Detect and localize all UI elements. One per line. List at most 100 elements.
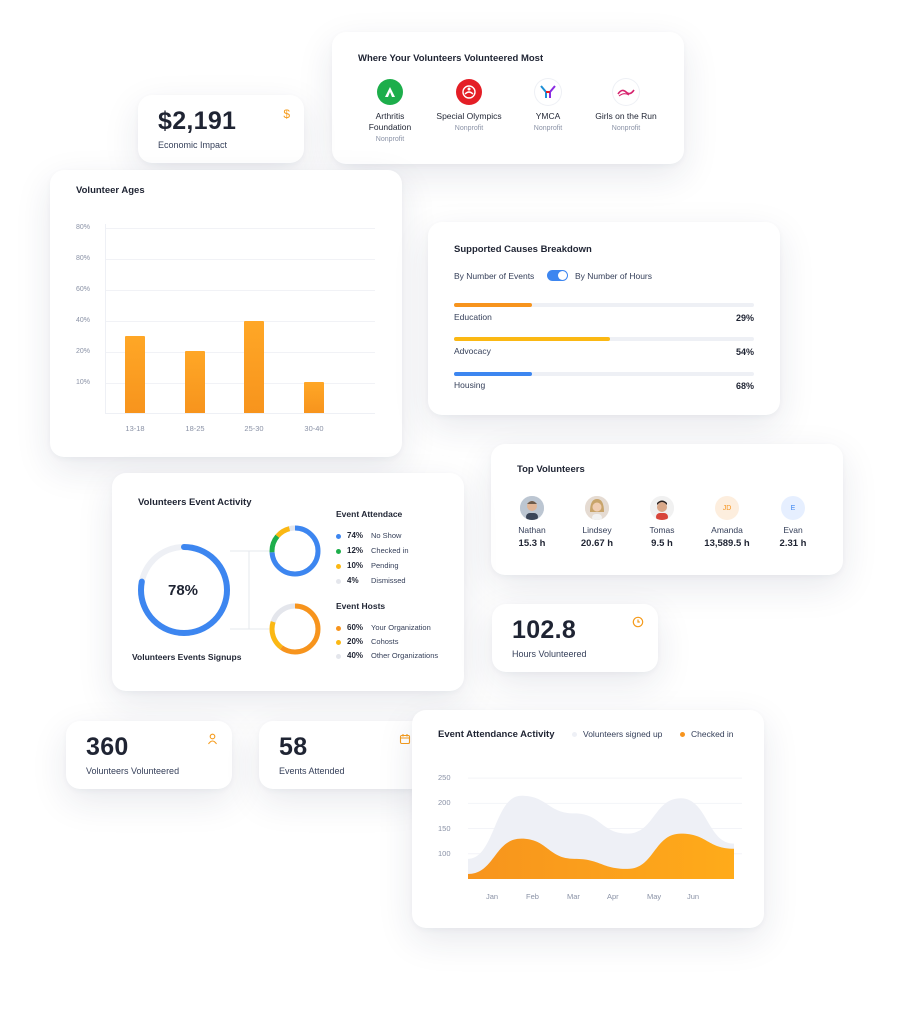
clock-icon	[632, 616, 644, 631]
avatar	[520, 496, 544, 520]
org-type: Nonprofit	[611, 125, 641, 132]
volunteer-nathan[interactable]: Nathan 15.3 h	[502, 496, 562, 549]
legend-pct: 60%	[347, 623, 364, 632]
grid-line	[105, 228, 375, 229]
volunteer-name: Tomas	[649, 525, 675, 535]
legend-dot	[572, 732, 577, 738]
legend-dot	[336, 625, 341, 631]
legend-label: Pending	[371, 561, 399, 570]
ymca-logo	[535, 79, 561, 105]
legend-pct: 40%	[347, 651, 364, 660]
hosts-title: Event Hosts	[336, 601, 386, 611]
legend-item: Volunteers signed up	[572, 729, 662, 739]
x-tick-label: Apr	[607, 892, 619, 901]
org-ymca[interactable]: YMCA Nonprofit	[506, 79, 590, 132]
signups-ring-fill	[138, 544, 230, 636]
legend-dot	[336, 653, 341, 659]
where-volunteered-card: Where Your Volunteers Volunteered Most A…	[332, 32, 684, 164]
toggle-right-label[interactable]: By Number of Hours	[575, 271, 652, 281]
legend-dot	[680, 732, 685, 738]
legend-item: Checked in	[680, 729, 734, 739]
toggle-left-label[interactable]: By Number of Events	[454, 271, 535, 281]
top-volunteers-card: Top Volunteers Nathan 15.3 h Lindsey 20.…	[491, 444, 843, 575]
attendance-donut-segment	[269, 525, 321, 577]
calendar-icon	[399, 733, 411, 748]
legend-pct: 20%	[347, 637, 364, 646]
card-title: Event Attendance Activity	[438, 729, 555, 740]
legend-label: No Show	[371, 531, 402, 540]
hours-volunteered-label: Hours Volunteered	[512, 649, 587, 659]
y-tick-label: 20%	[76, 348, 91, 355]
economic-impact-label: Economic Impact	[158, 140, 228, 150]
events-attended-label: Events Attended	[279, 766, 345, 776]
volunteer-amanda[interactable]: JD Amanda 13,589.5 h	[697, 496, 757, 549]
legend-dot	[336, 578, 341, 584]
legend-row: 60% Your Organization	[336, 623, 431, 632]
org-girls-on-the-run[interactable]: Girls on the Run Nonprofit	[584, 79, 668, 132]
y-tick-label: 80%	[76, 224, 91, 231]
legend-row: 4% Dismissed	[336, 576, 406, 585]
bar-18-25[interactable]	[185, 351, 205, 413]
hosts-donut-segment	[269, 603, 321, 655]
volunteer-hours: 13,589.5 h	[704, 538, 750, 549]
y-tick-label: 200	[438, 798, 451, 808]
legend-row: 40% Other Organizations	[336, 651, 438, 660]
progress-track	[454, 303, 754, 307]
avatar	[585, 496, 609, 520]
volunteer-name: Nathan	[518, 525, 546, 535]
x-tick-label: Jun	[687, 892, 700, 901]
y-tick-label: 60%	[76, 286, 91, 293]
area-series-checked-in	[468, 833, 734, 879]
card-title: Volunteers Event Activity	[138, 497, 252, 508]
special-olympics-logo	[456, 79, 482, 105]
org-name: Girls on the Run	[595, 111, 657, 121]
card-title: Volunteer Ages	[76, 185, 145, 196]
connector-line	[230, 550, 250, 630]
org-type: Nonprofit	[375, 136, 405, 143]
legend-label: Checked in	[371, 546, 409, 555]
legend-pct: 74%	[347, 531, 364, 540]
grid-line	[105, 383, 375, 384]
attendance-donut-segment	[269, 525, 321, 577]
volunteer-evan[interactable]: E Evan 2.31 h	[763, 496, 823, 549]
volunteers-volunteered-label: Volunteers Volunteered	[86, 766, 180, 776]
hours-volunteered-value: 102.8	[512, 616, 577, 644]
grid-line	[105, 259, 375, 260]
grid-line	[105, 290, 375, 291]
legend-pct: 10%	[347, 561, 364, 570]
dollar-icon: $	[283, 107, 290, 121]
toggle-knob	[558, 271, 567, 280]
y-tick-label: 100	[438, 848, 451, 858]
attendance-title: Event Attendace	[336, 509, 403, 519]
legend-row: 20% Cohosts	[336, 637, 399, 646]
org-special-olympics[interactable]: Special Olympics Nonprofit	[427, 79, 511, 132]
volunteer-tomas[interactable]: Tomas 9.5 h	[632, 496, 692, 549]
girls-on-the-run-logo	[613, 79, 639, 105]
legend-pct: 4%	[347, 576, 359, 585]
economic-impact-card: $2,191 Economic Impact $	[138, 95, 304, 163]
x-tick-label: 30-40	[304, 424, 324, 433]
events-attended-value: 58	[279, 733, 308, 761]
event-activity-card: Volunteers Event Activity 78% Volunteers…	[112, 473, 464, 691]
org-name: YMCA	[535, 111, 561, 121]
org-name: Arthritis	[375, 111, 405, 121]
legend-label: Dismissed	[371, 576, 406, 585]
legend-label: Checked in	[691, 729, 734, 739]
volunteer-lindsey[interactable]: Lindsey 20.67 h	[567, 496, 627, 549]
progress-track	[454, 372, 754, 376]
bar-13-18[interactable]	[125, 335, 145, 413]
economic-impact-value: $2,191	[158, 107, 237, 135]
x-tick-label: 25-30	[244, 424, 264, 433]
metric-toggle[interactable]	[547, 270, 568, 281]
bar-25-30[interactable]	[244, 320, 264, 413]
x-tick-label: 18-25	[185, 424, 205, 433]
y-tick-label: 250	[438, 773, 451, 783]
card-title: Supported Causes Breakdown	[454, 244, 592, 255]
area-chart	[468, 777, 742, 879]
bar-30-40[interactable]	[304, 382, 324, 413]
avatar: E	[781, 496, 805, 520]
attendance-donut	[269, 525, 321, 577]
org-arthritis-foundation[interactable]: Arthritis Foundation Nonprofit	[348, 79, 432, 143]
org-type: Nonprofit	[533, 125, 563, 132]
progress-fill	[454, 303, 532, 307]
